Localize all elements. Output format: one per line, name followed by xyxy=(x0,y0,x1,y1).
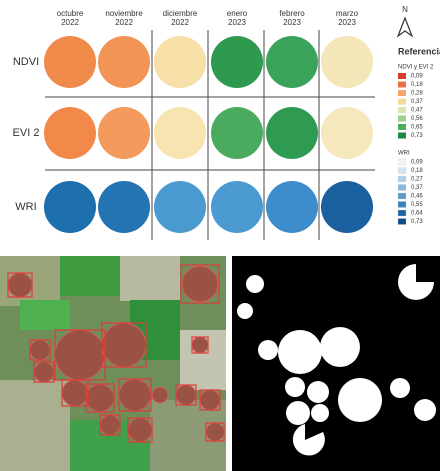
row-label: EVI 2 xyxy=(13,127,40,139)
field-circle xyxy=(321,107,373,159)
column-header: enero xyxy=(227,9,248,18)
legend-subtitle: NDVI y EVI 2 xyxy=(398,65,434,71)
legend-swatch xyxy=(397,218,407,225)
field-circle xyxy=(266,181,318,233)
legend-swatch xyxy=(398,115,406,122)
legend-swatch xyxy=(398,81,406,88)
legend-subtitle: WRI xyxy=(398,151,410,157)
row-label: WRI xyxy=(15,201,36,213)
legend-swatch xyxy=(397,201,407,208)
column-header: 2023 xyxy=(338,18,356,27)
legend-swatch xyxy=(398,90,406,96)
legend-swatch xyxy=(397,192,407,200)
legend-swatch xyxy=(398,107,406,113)
legend-swatch xyxy=(397,175,407,183)
column-header: 2022 xyxy=(115,18,133,27)
column-header: marzo xyxy=(336,9,359,18)
legend-label: 0,47 xyxy=(411,108,423,114)
legend-label: 0,64 xyxy=(411,211,423,217)
column-header: 2023 xyxy=(228,18,246,27)
field-circle xyxy=(98,36,150,88)
legend-label: 0,28 xyxy=(411,91,423,97)
column-header: febrero xyxy=(279,9,305,18)
legend-swatch xyxy=(398,124,406,130)
legend-label: 0,37 xyxy=(411,99,423,105)
field-circle xyxy=(98,181,150,233)
legend-swatch xyxy=(397,209,407,217)
row-label: NDVI xyxy=(13,56,39,68)
legend-swatch xyxy=(397,184,407,191)
column-header: 2022 xyxy=(61,18,79,27)
legend-label: 0,09 xyxy=(411,160,423,166)
field-circle xyxy=(154,181,206,233)
legend-label: 0,73 xyxy=(411,133,423,139)
legend-swatch xyxy=(398,73,406,79)
legend-swatch xyxy=(397,158,407,166)
index-grid xyxy=(45,30,375,240)
field-circle xyxy=(154,36,206,88)
field-circle xyxy=(154,107,206,159)
field-circle xyxy=(266,36,318,88)
north-label: N xyxy=(402,5,408,14)
field-circle xyxy=(266,107,318,159)
legend-label: 0,18 xyxy=(411,168,423,174)
column-header: noviembre xyxy=(105,9,143,18)
legend-label: 0,46 xyxy=(411,194,423,200)
column-header: 2022 xyxy=(171,18,189,27)
legend-label: 0,37 xyxy=(411,185,423,191)
legend-swatch xyxy=(397,167,407,174)
field-circle xyxy=(211,107,263,159)
binary-mask xyxy=(232,256,440,471)
field-circle xyxy=(98,107,150,159)
field-circle xyxy=(44,36,96,88)
legend-label: 0,18 xyxy=(411,82,423,88)
legend-label: 0,56 xyxy=(411,116,423,122)
column-header: diciembre xyxy=(163,9,198,18)
legend-swatch xyxy=(398,132,406,139)
column-header: octubre xyxy=(57,9,84,18)
legend-label: 0,27 xyxy=(411,177,423,183)
field-circle xyxy=(321,36,373,88)
north-arrow: N xyxy=(396,5,414,38)
field-circle xyxy=(44,107,96,159)
legend-swatch xyxy=(398,98,406,105)
legend-label: 0,09 xyxy=(411,74,423,80)
legend-title: Referencias xyxy=(398,46,440,56)
satellite-image xyxy=(0,256,226,471)
column-header: 2023 xyxy=(283,18,301,27)
field-circle xyxy=(44,181,96,233)
legend-label: 0,65 xyxy=(411,125,423,131)
field-circle xyxy=(211,36,263,88)
field-circle xyxy=(321,181,373,233)
field-circle xyxy=(211,181,263,233)
legend-label: 0,73 xyxy=(411,219,423,225)
legend-label: 0,55 xyxy=(411,202,423,208)
